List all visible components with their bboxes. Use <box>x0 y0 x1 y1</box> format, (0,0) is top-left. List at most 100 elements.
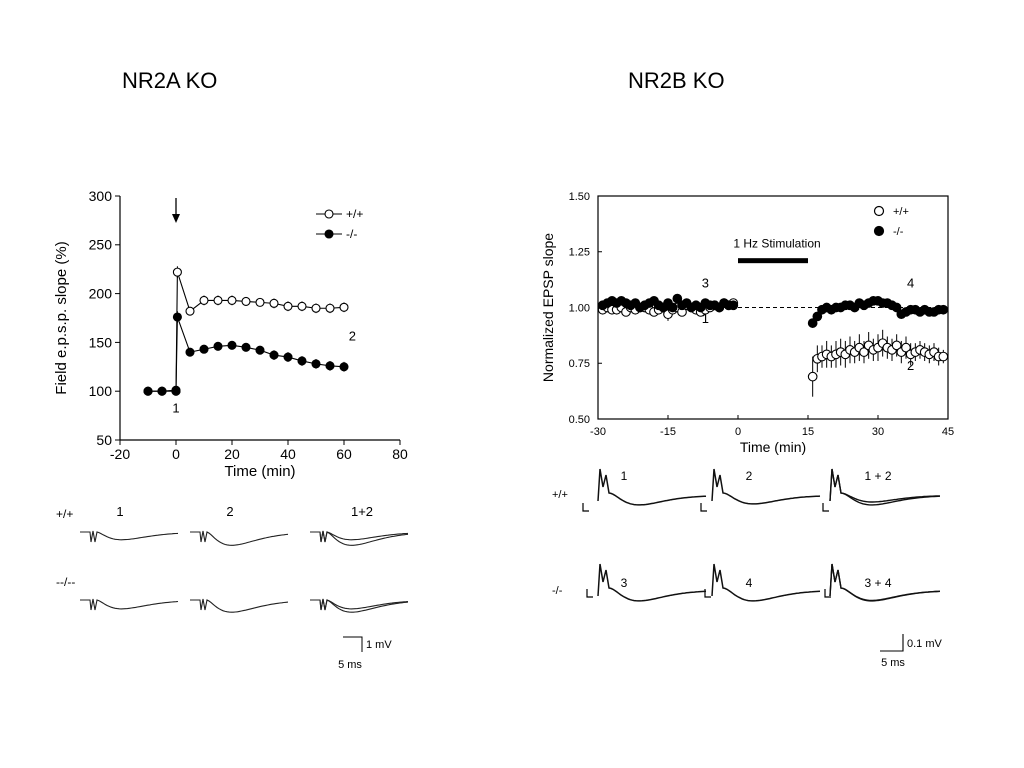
nr2a-data-point-ko <box>297 356 307 366</box>
nr2b-trace-row-label: -/- <box>552 585 563 597</box>
nr2b-y-tick-label: 0.50 <box>569 414 590 426</box>
nr2b-data-point-wt <box>859 347 869 357</box>
nr2a-epsp-trace <box>310 598 409 613</box>
nr2b-epsp-trace <box>829 468 941 503</box>
nr2a-y-tick-label: 200 <box>89 286 113 302</box>
nr2b-data-point-ko <box>672 293 683 304</box>
nr2a-epsp-trace <box>80 530 179 543</box>
nr2b-x-tick-label: 45 <box>942 426 954 438</box>
nr2b-y-axis-label: Normalized EPSP slope <box>540 233 556 382</box>
nr2a-data-point-ko <box>325 361 335 371</box>
nr2a-annotation-1: 1 <box>172 401 179 416</box>
nr2a-data-point-ko <box>241 342 251 352</box>
nr2b-scale-bar <box>880 634 904 652</box>
nr2b-trace-col-label: 3 + 4 <box>864 576 891 590</box>
nr2a-scale-bar <box>343 636 363 652</box>
nr2a-epsp-trace <box>310 530 409 543</box>
nr2a-data-point-wt <box>227 295 237 305</box>
nr2b-x-tick-label: -30 <box>590 426 606 438</box>
nr2b-legend-label: -/- <box>893 226 904 238</box>
nr2b-calibration-mark <box>704 589 711 598</box>
nr2b-data-point-wt <box>938 351 949 362</box>
nr2b-legend: +/+ -/- <box>873 205 909 238</box>
nr2b-annotation-2: 2 <box>907 358 914 373</box>
nr2a-data-point-wt <box>269 298 279 308</box>
nr2a-series-line-ko <box>148 316 345 392</box>
nr2b-trace-col-label: 1 <box>621 469 628 483</box>
nr2a-data-point-ko <box>311 359 321 369</box>
nr2b-calibration-mark <box>700 503 707 512</box>
nr2b-calibration-mark <box>822 503 829 512</box>
nr2a-data-point-ko <box>157 386 167 396</box>
nr2b-data-point-wt <box>901 342 911 353</box>
nr2b-trace-row-label: +/+ <box>552 489 568 501</box>
nr2a-data-point-wt <box>339 302 349 312</box>
nr2b-trace-col-label: 1 + 2 <box>864 469 891 483</box>
nr2b-traces: +/+ -/- 1 2 1 + 2 3 4 3 + 4 0.1 mV5 ms <box>552 468 943 669</box>
nr2a-annotation-2: 2 <box>349 328 356 343</box>
nr2a-y-tick-label: 50 <box>96 432 112 448</box>
nr2a-y-tick-label: 100 <box>89 383 113 399</box>
nr2a-legend-marker <box>324 209 334 219</box>
nr2b-x-tick-label: 30 <box>872 426 884 438</box>
nr2b-annotation-4: 4 <box>907 275 914 290</box>
nr2b-data-point-ko <box>938 304 949 315</box>
nr2a-data-point-ko <box>339 362 349 372</box>
nr2a-x-tick-label: 40 <box>280 446 296 462</box>
nr2a-data-point-ko <box>143 386 153 396</box>
nr2a-data-point-ko <box>255 345 265 355</box>
nr2a-legend-label: +/+ <box>346 207 363 221</box>
nr2b-annotation-3: 3 <box>702 275 709 290</box>
nr2b-calibration-mark <box>582 503 589 512</box>
nr2b-annotation-1: 1 <box>702 311 709 326</box>
nr2a-data-point-wt <box>172 267 182 277</box>
nr2a-scale-time-label: 5 ms <box>338 659 362 671</box>
nr2a-data-point-wt <box>297 301 307 311</box>
nr2b-epsp-trace <box>711 468 821 505</box>
nr2b-y-tick-label: 1.00 <box>569 302 590 314</box>
nr2b-epsp-trace <box>597 468 707 506</box>
nr2b-data-point-ko <box>807 318 818 328</box>
nr2a-legend-marker <box>324 229 334 239</box>
nr2a-data-point-ko <box>213 341 223 351</box>
nr2a-x-tick-label: 80 <box>392 446 408 462</box>
nr2a-chart: -20 0 20 40 60 80 50 100 150 200 250 300 Time (min) F… <box>53 188 408 480</box>
nr2b-calibration-mark <box>824 589 831 598</box>
nr2b-x-axis-label: Time (min) <box>740 439 806 455</box>
nr2b-data-point-wt <box>891 340 902 351</box>
nr2b-chart: -30 -15 0 15 30 45 0.50 0.75 1.00 1.25 1.50 Time (m… <box>540 191 954 455</box>
nr2a-stimulus-arrow-head <box>172 214 180 223</box>
nr2b-y-tick-label: 1.50 <box>569 191 590 203</box>
nr2b-trace-col-label: 3 <box>621 576 628 590</box>
nr2a-data-point-wt <box>255 297 265 307</box>
nr2b-scale-time-label: 5 ms <box>881 657 905 669</box>
nr2a-x-tick-label: -20 <box>110 446 130 462</box>
nr2b-legend-marker <box>873 225 885 237</box>
nr2a-y-axis-label: Field e.p.s.p. slope (%) <box>53 241 70 394</box>
nr2a-scale-amp-label: 1 mV <box>366 639 392 651</box>
nr2a-data-point-wt <box>241 296 251 306</box>
nr2b-data-point-ko <box>891 302 902 313</box>
nr2a-data-point-ko <box>227 340 237 350</box>
nr2b-calibration-mark <box>586 589 593 598</box>
nr2b-data-point-ko <box>728 300 739 311</box>
nr2a-trace-row-label: --/-- <box>56 575 75 589</box>
nr2a-y-tick-label: 250 <box>89 237 113 253</box>
nr2a-data-point-ko <box>185 347 195 357</box>
nr2a-data-point-wt <box>311 303 321 313</box>
nr2b-data-point-ko <box>812 311 823 322</box>
nr2a-data-point-wt <box>283 301 293 311</box>
nr2a-data-point-wt <box>185 306 195 316</box>
nr2a-epsp-trace <box>190 598 289 613</box>
nr2a-y-tick-label: 150 <box>89 334 113 350</box>
nr2b-stimulation-bar <box>738 258 808 264</box>
nr2a-data-point-wt <box>325 303 335 313</box>
nr2b-stimulation-label: 1 Hz Stimulation <box>733 237 820 251</box>
nr2b-trace-col-label: 4 <box>746 576 753 590</box>
nr2a-trace-col-label: 1+2 <box>351 504 373 519</box>
nr2a-x-tick-label: 0 <box>172 446 180 462</box>
nr2b-epsp-trace <box>829 563 941 602</box>
nr2b-epsp-trace <box>597 563 707 602</box>
nr2a-data-point-ko <box>171 385 181 395</box>
